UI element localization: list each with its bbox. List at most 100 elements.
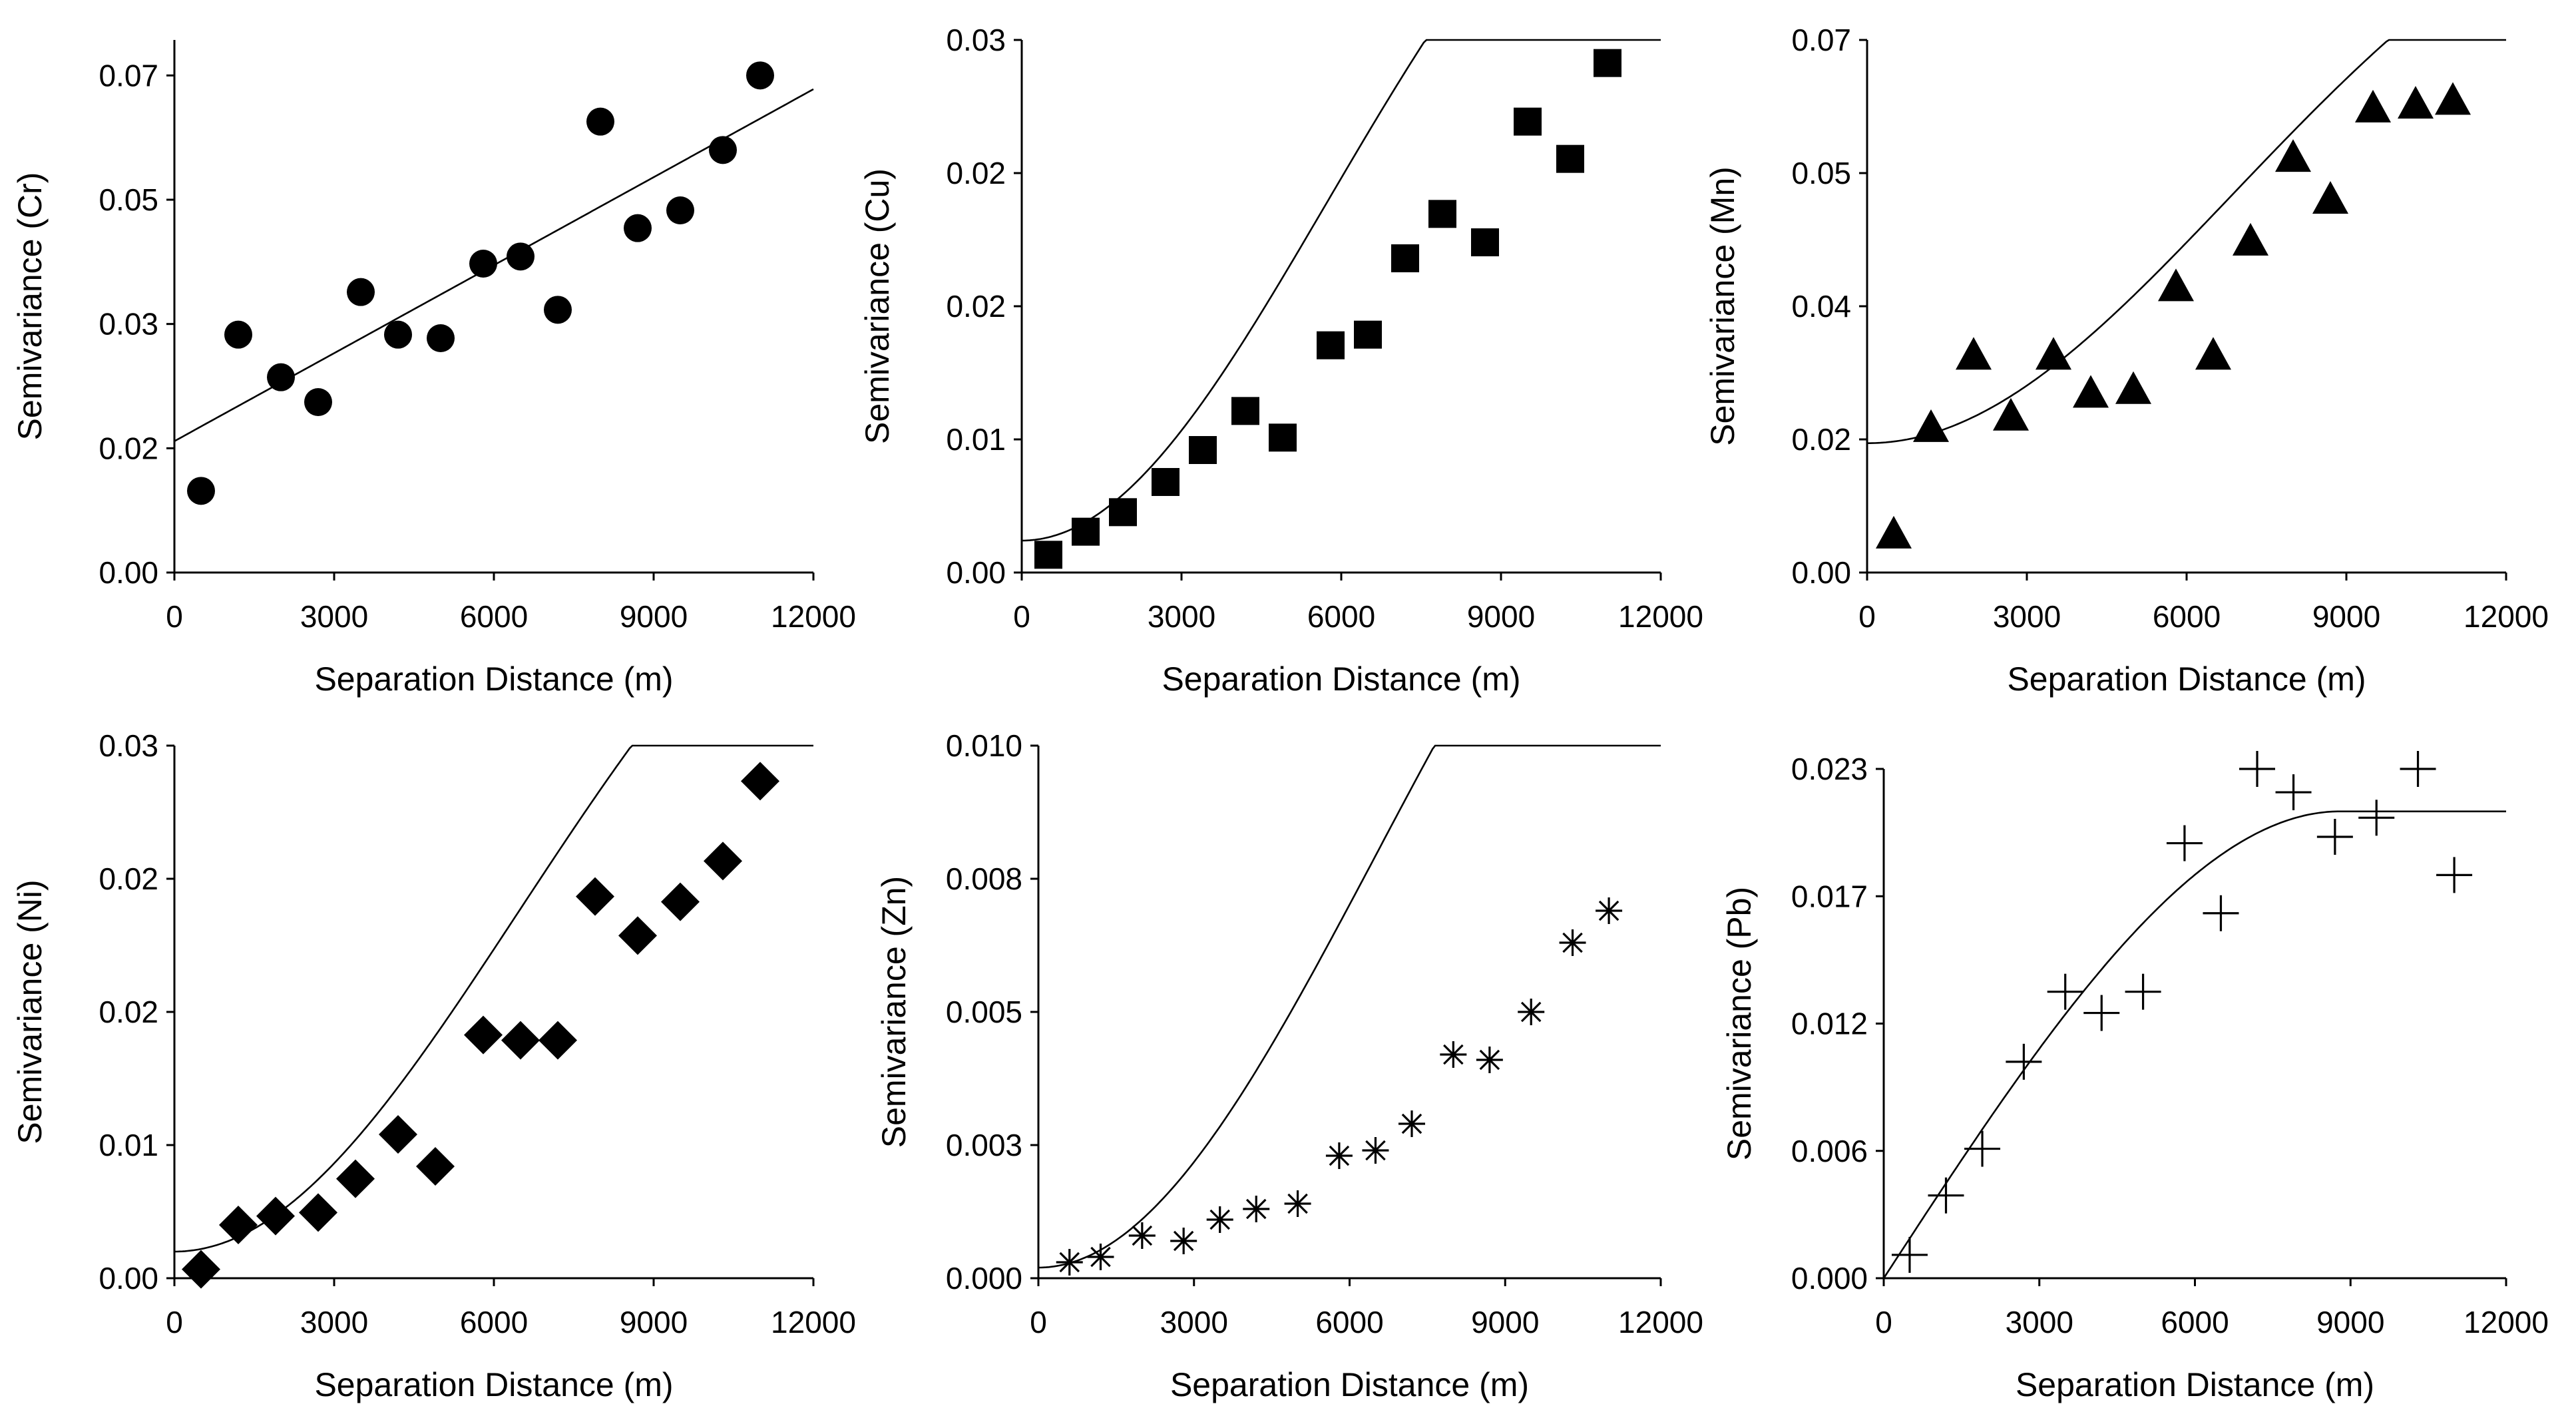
data-point bbox=[1476, 1047, 1503, 1073]
panel-mn: 0 3000 6000 9000 12000 0.00 0.02 0.04 0.05 0.07 Se… bbox=[1704, 23, 2549, 698]
data-point bbox=[304, 388, 332, 416]
x-tick-label: 9000 bbox=[620, 1305, 688, 1339]
panel-pb: 0 3000 6000 9000 12000 0.000 0.006 0.012 0.017 0.… bbox=[1721, 751, 2549, 1403]
x-tick-label: 0 bbox=[166, 599, 183, 634]
fit-curve bbox=[1022, 39, 1661, 542]
x-tick-label: 12000 bbox=[1618, 599, 1703, 634]
data-point bbox=[538, 1021, 577, 1060]
y-tick-label: 0.01 bbox=[99, 1128, 158, 1162]
data-point bbox=[1594, 49, 1621, 77]
data-point bbox=[1559, 929, 1586, 956]
x-tick-label: 3000 bbox=[300, 599, 368, 634]
x-tick-label: 0 bbox=[1030, 1305, 1047, 1339]
y-axis-title: Semivariance (Cr) bbox=[11, 172, 49, 441]
data-point bbox=[661, 882, 700, 921]
data-point bbox=[1428, 200, 1456, 228]
y-tick-label: 0.017 bbox=[1791, 879, 1868, 913]
data-point bbox=[256, 1196, 295, 1236]
data-point bbox=[1928, 1177, 1964, 1214]
y-tick-label: 0.00 bbox=[99, 555, 158, 590]
data-point bbox=[1964, 1130, 2001, 1167]
data-point bbox=[2195, 337, 2231, 370]
data-point bbox=[1956, 337, 1992, 370]
data-point bbox=[1206, 1206, 1233, 1233]
x-tick-label: 6000 bbox=[1315, 1305, 1383, 1339]
y-tick-label: 0.03 bbox=[99, 728, 158, 763]
data-point bbox=[1596, 897, 1623, 924]
data-point bbox=[2158, 268, 2194, 302]
data-point bbox=[1269, 423, 1297, 452]
x-tick-label: 12000 bbox=[2464, 1305, 2549, 1339]
data-point bbox=[2358, 800, 2395, 836]
x-axis-title: Separation Distance (m) bbox=[2007, 660, 2366, 698]
fit-curve bbox=[1038, 744, 1661, 1269]
data-point bbox=[2275, 774, 2312, 811]
data-point bbox=[1317, 331, 1345, 359]
panel-cr: 0 3000 6000 9000 12000 0.00 0.02 0.03 0.05 0.07 Se… bbox=[11, 40, 856, 698]
x-axis-title: Separation Distance (m) bbox=[1162, 660, 1520, 698]
x-tick-label: 0 bbox=[1875, 1305, 1892, 1339]
x-tick-label: 12000 bbox=[771, 1305, 856, 1339]
data-point bbox=[187, 477, 215, 505]
data-point bbox=[2006, 1043, 2042, 1080]
x-tick-label: 12000 bbox=[1618, 1305, 1703, 1339]
data-point bbox=[1876, 515, 1912, 549]
y-axis-title: Semivariance (Mn) bbox=[1704, 166, 1741, 446]
x-tick-label: 12000 bbox=[2464, 599, 2549, 634]
x-axis-title: Separation Distance (m) bbox=[1170, 1366, 1529, 1403]
data-point bbox=[1087, 1244, 1114, 1270]
data-point bbox=[2115, 371, 2151, 404]
y-tick-label: 0.000 bbox=[946, 1261, 1022, 1296]
data-point bbox=[2398, 86, 2434, 119]
y-tick-label: 0.02 bbox=[946, 156, 1006, 190]
data-point bbox=[1152, 468, 1180, 496]
data-point bbox=[1128, 1222, 1156, 1249]
data-point bbox=[1391, 244, 1419, 272]
x-tick-label: 6000 bbox=[1307, 599, 1375, 634]
data-point bbox=[576, 877, 614, 916]
data-point bbox=[469, 250, 497, 278]
data-point bbox=[1518, 999, 1545, 1025]
x-tick-label: 6000 bbox=[460, 1305, 528, 1339]
y-tick-label: 0.02 bbox=[99, 431, 158, 465]
x-tick-label: 9000 bbox=[620, 599, 688, 634]
y-tick-label: 0.006 bbox=[1791, 1134, 1868, 1168]
y-tick-label: 0.005 bbox=[946, 995, 1022, 1029]
data-point bbox=[2166, 825, 2203, 861]
data-point bbox=[624, 214, 652, 242]
data-point bbox=[1170, 1228, 1197, 1254]
x-tick-label: 0 bbox=[1013, 599, 1030, 634]
y-tick-label: 0.010 bbox=[946, 728, 1022, 763]
x-tick-label: 9000 bbox=[2312, 599, 2380, 634]
data-point bbox=[704, 841, 742, 881]
data-point bbox=[544, 296, 572, 324]
data-point bbox=[1072, 517, 1100, 546]
data-point bbox=[1398, 1110, 1425, 1137]
x-tick-label: 9000 bbox=[2316, 1305, 2384, 1339]
data-point bbox=[2233, 222, 2268, 256]
data-point bbox=[464, 1015, 503, 1055]
data-point bbox=[1243, 1196, 1270, 1222]
x-tick-label: 12000 bbox=[771, 599, 856, 634]
data-point bbox=[1284, 1190, 1311, 1217]
data-point bbox=[219, 1206, 258, 1244]
data-point bbox=[299, 1193, 337, 1232]
data-point bbox=[741, 762, 779, 801]
data-point bbox=[2239, 751, 2275, 787]
y-tick-label: 0.03 bbox=[946, 23, 1006, 57]
data-point bbox=[746, 61, 774, 90]
data-point bbox=[384, 320, 412, 349]
data-point bbox=[379, 1115, 417, 1154]
fit-curve bbox=[174, 744, 813, 1253]
data-point bbox=[336, 1159, 375, 1198]
data-point bbox=[1556, 144, 1584, 173]
data-point bbox=[2312, 181, 2348, 214]
fit-curve bbox=[1882, 810, 2506, 1279]
y-tick-label: 0.01 bbox=[946, 422, 1006, 457]
panel-ni: 0 3000 6000 9000 12000 0.00 0.01 0.02 0.02 0.03 Se… bbox=[11, 728, 856, 1403]
y-axis-title: Semivariance (Cu) bbox=[859, 168, 896, 444]
panel-zn: 0 3000 6000 9000 12000 0.000 0.003 0.005 0.008 0.… bbox=[875, 728, 1703, 1403]
data-point bbox=[224, 320, 252, 349]
data-point bbox=[2316, 819, 2353, 855]
